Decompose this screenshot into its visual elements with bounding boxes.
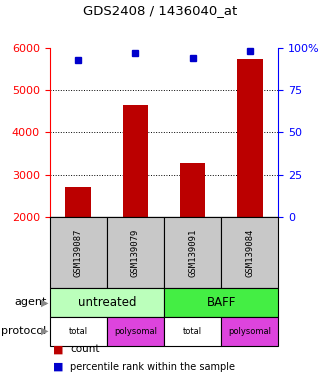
Bar: [65, 187, 91, 217]
Text: polysomal: polysomal: [228, 327, 271, 336]
Text: agent: agent: [14, 297, 46, 308]
Text: GSM139079: GSM139079: [131, 228, 140, 276]
Bar: [180, 163, 205, 217]
Text: percentile rank within the sample: percentile rank within the sample: [70, 362, 236, 372]
Text: untreated: untreated: [77, 296, 136, 309]
Text: GDS2408 / 1436040_at: GDS2408 / 1436040_at: [83, 4, 237, 17]
Text: count: count: [70, 344, 100, 354]
Text: ■: ■: [53, 344, 63, 354]
Bar: [237, 59, 263, 217]
Text: total: total: [68, 327, 88, 336]
Text: BAFF: BAFF: [206, 296, 236, 309]
Bar: [123, 105, 148, 217]
Text: ▶: ▶: [42, 297, 49, 308]
Text: ▶: ▶: [42, 326, 49, 336]
Text: polysomal: polysomal: [114, 327, 157, 336]
Text: protocol: protocol: [1, 326, 46, 336]
Text: ■: ■: [53, 362, 63, 372]
Text: GSM139087: GSM139087: [74, 228, 83, 276]
Text: total: total: [183, 327, 202, 336]
Text: GSM139084: GSM139084: [245, 228, 254, 276]
Text: GSM139091: GSM139091: [188, 228, 197, 276]
